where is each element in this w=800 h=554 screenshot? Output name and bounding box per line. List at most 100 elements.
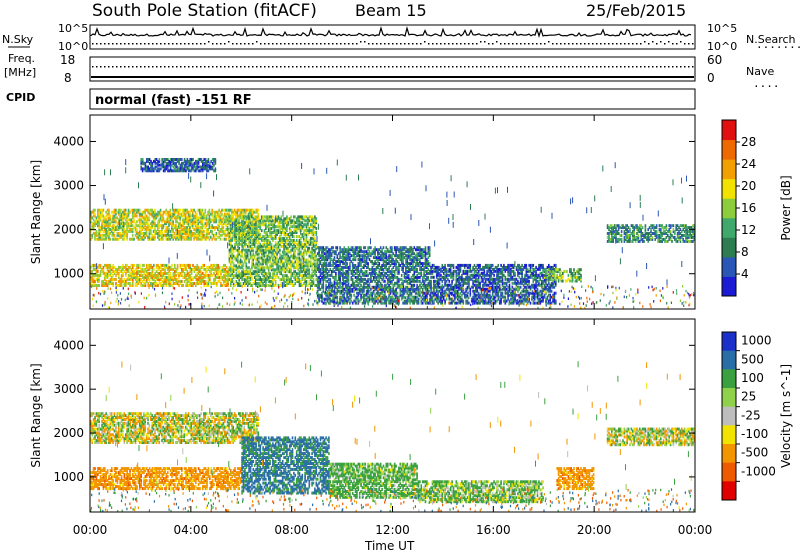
data-cell xyxy=(301,217,304,221)
data-cell xyxy=(92,210,95,214)
data-cell xyxy=(230,264,232,268)
data-cell xyxy=(237,274,239,278)
data-cell xyxy=(325,254,327,258)
data-cell xyxy=(402,279,404,283)
noise-search-dot xyxy=(260,43,262,45)
data-cell xyxy=(109,263,112,267)
data-cell xyxy=(333,262,336,266)
data-cell xyxy=(150,271,152,275)
data-cell xyxy=(307,260,309,264)
data-cell xyxy=(129,224,131,228)
data-cell xyxy=(270,221,273,225)
data-cell xyxy=(168,269,170,273)
data-cell xyxy=(319,254,322,258)
data-cell xyxy=(291,274,294,278)
data-cell xyxy=(244,248,246,252)
data-cell xyxy=(351,277,354,281)
data-cell xyxy=(251,266,253,270)
data-cell xyxy=(260,268,263,272)
data-cell xyxy=(398,297,400,301)
data-cell xyxy=(157,222,159,226)
data-cell xyxy=(284,284,287,287)
data-cell xyxy=(286,229,288,233)
data-cell xyxy=(113,210,116,214)
data-cell xyxy=(402,254,404,258)
data-cell xyxy=(330,287,333,291)
data-cell xyxy=(94,214,96,218)
data-cell xyxy=(280,244,283,248)
data-cell xyxy=(120,279,123,283)
data-cell xyxy=(137,208,140,212)
noise-search-dot xyxy=(344,43,346,45)
data-cell xyxy=(204,226,207,230)
data-cell xyxy=(177,210,180,214)
data-cell xyxy=(216,263,218,267)
nave-dot xyxy=(308,66,310,68)
data-cell xyxy=(356,295,358,299)
data-cell xyxy=(290,278,292,282)
data-cell xyxy=(405,254,407,258)
data-cell xyxy=(234,231,236,234)
data-cell xyxy=(183,231,186,235)
data-cell xyxy=(193,265,196,269)
data-cell xyxy=(132,271,134,275)
data-cell xyxy=(118,284,120,287)
data-cell xyxy=(388,262,390,266)
data-cell xyxy=(286,223,288,227)
data-cell xyxy=(329,250,332,254)
data-cell xyxy=(251,242,253,246)
data-cell xyxy=(328,270,330,273)
data-cell xyxy=(283,282,285,285)
data-cell xyxy=(335,275,337,279)
data-cell xyxy=(253,217,256,221)
data-cell xyxy=(346,266,348,269)
data-cell xyxy=(346,289,348,293)
data-cell xyxy=(222,208,225,212)
data-cell xyxy=(266,264,269,268)
data-cell xyxy=(353,250,355,254)
data-cell xyxy=(269,276,271,280)
data-cell xyxy=(141,269,144,273)
data-cell xyxy=(323,275,326,279)
data-cell xyxy=(326,252,329,256)
data-cell xyxy=(370,260,372,264)
data-cell xyxy=(314,250,316,254)
data-cell xyxy=(161,231,163,235)
data-cell xyxy=(105,265,107,269)
data-cell xyxy=(351,268,354,271)
data-cell xyxy=(238,262,240,266)
data-cell xyxy=(286,280,288,283)
data-cell xyxy=(201,226,204,230)
data-cell xyxy=(120,265,123,269)
data-cell xyxy=(322,287,325,291)
data-cell xyxy=(147,273,149,277)
data-cell xyxy=(106,267,109,271)
data-cell xyxy=(204,273,207,277)
data-cell xyxy=(214,216,216,220)
data-cell xyxy=(314,238,316,242)
data-cell xyxy=(291,221,294,225)
data-cell xyxy=(332,250,334,254)
data-cell xyxy=(391,258,393,262)
data-cell xyxy=(95,220,98,224)
data-cell xyxy=(272,215,274,219)
data-cell xyxy=(392,260,395,264)
data-cell xyxy=(361,260,364,264)
data-cell xyxy=(281,244,284,248)
data-cell xyxy=(342,254,344,258)
data-cell xyxy=(392,262,395,266)
data-cell xyxy=(233,210,236,214)
data-cell xyxy=(252,270,255,274)
data-cell xyxy=(133,214,135,218)
data-cell xyxy=(120,282,123,285)
data-cell xyxy=(297,256,299,260)
data-cell xyxy=(335,262,337,266)
data-cell xyxy=(367,279,369,283)
data-cell xyxy=(279,272,281,276)
data-cell xyxy=(129,237,131,241)
data-cell xyxy=(207,231,209,235)
data-cell xyxy=(151,269,154,273)
data-cell xyxy=(238,264,240,268)
data-cell xyxy=(230,284,232,287)
data-cell xyxy=(322,270,325,273)
